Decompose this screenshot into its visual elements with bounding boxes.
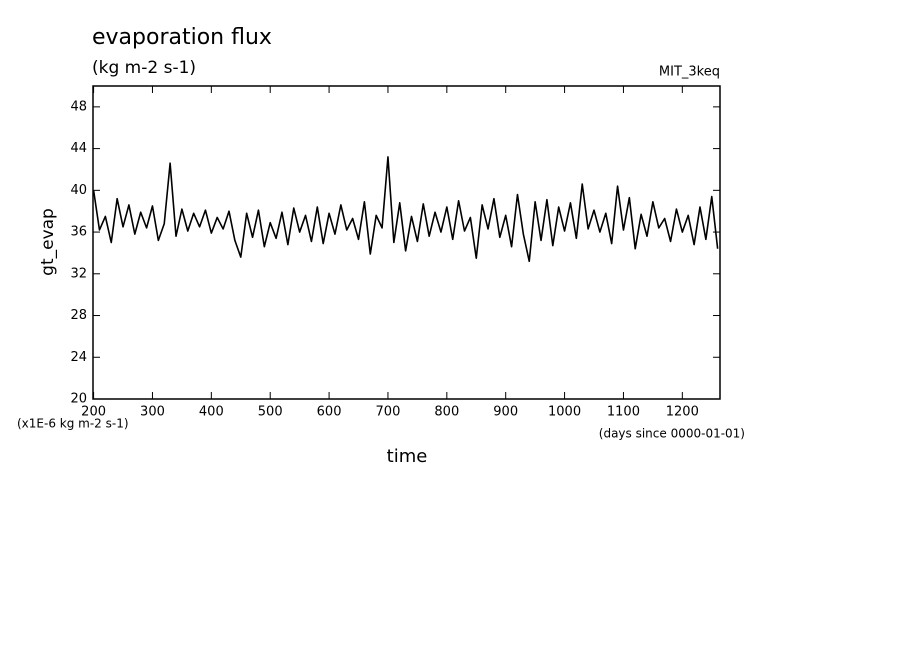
x-tick-label: 600 [317, 405, 342, 420]
y-axis-label: gt_evap [38, 208, 58, 276]
y-tick-label: 28 [70, 308, 87, 323]
y-tick-label: 48 [70, 99, 87, 114]
x-tick-label: 1200 [666, 405, 699, 420]
y-tick-label: 40 [70, 183, 87, 198]
y-tick-label: 20 [70, 392, 87, 407]
plot-frame [92, 85, 721, 400]
chart-title: evaporation flux [92, 25, 272, 50]
x-unit-note: (days since 0000-01-01) [599, 427, 745, 441]
x-tick-label: 800 [434, 405, 459, 420]
y-tick-label: 32 [70, 266, 87, 281]
x-tick-label: 1000 [548, 405, 581, 420]
y-tick-label: 44 [70, 141, 87, 156]
y-tick-label: 24 [70, 350, 87, 365]
x-tick-label: 200 [81, 405, 106, 420]
data-line [92, 156, 719, 263]
x-tick-label: 700 [376, 405, 401, 420]
x-axis-label: time [387, 446, 428, 467]
y-tick-label: 36 [70, 225, 87, 240]
x-tick-label: 1100 [607, 405, 640, 420]
x-tick-label: 300 [140, 405, 165, 420]
x-tick-label: 500 [258, 405, 283, 420]
annotation: MIT_3keq [659, 65, 720, 80]
y-unit-note: (x1E-6 kg m-2 s-1) [17, 417, 129, 431]
x-tick-label: 900 [493, 405, 518, 420]
chart-subtitle: (kg m-2 s-1) [92, 58, 196, 78]
x-tick-label: 400 [199, 405, 224, 420]
